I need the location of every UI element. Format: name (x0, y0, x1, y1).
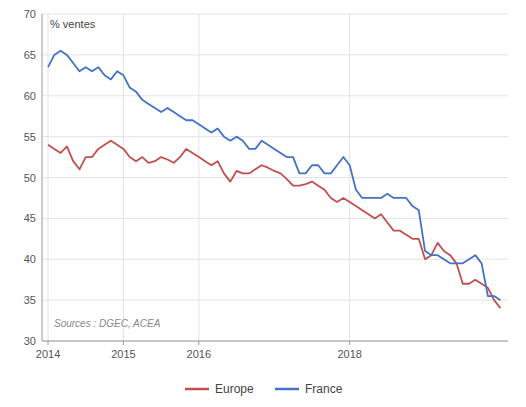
legend-label: Europe (215, 382, 254, 396)
x-axis-line (42, 341, 508, 342)
y-tick-label: 50 (24, 172, 36, 184)
y-tick-label: 55 (24, 131, 36, 143)
y-axis-line (42, 14, 43, 341)
y-tick-label: 70 (24, 8, 36, 20)
x-tick-label: 2015 (111, 348, 135, 360)
y-grid-line (42, 177, 508, 178)
y-grid-line (42, 300, 508, 301)
y-tick-label: 45 (24, 212, 36, 224)
grid (42, 14, 508, 341)
x-tick (198, 341, 199, 345)
y-grid-line (42, 259, 508, 260)
legend-label: France (305, 382, 343, 396)
legend-swatch (185, 388, 209, 391)
x-tick-label: 2016 (187, 348, 211, 360)
x-grid-line (198, 14, 199, 341)
chart: 30 35 40 45 50 55 60 65 70 2014 2015 2016 2018 % vent… (0, 0, 526, 407)
y-axis-label: % ventes (50, 18, 96, 30)
y-grid-line (42, 341, 508, 342)
y-grid-line (42, 54, 508, 55)
y-tick-label: 35 (24, 294, 36, 306)
series-group (48, 51, 500, 309)
axes: 30 35 40 45 50 55 60 65 70 2014 2015 2016 2018 (24, 8, 508, 360)
y-tick-label: 65 (24, 49, 36, 61)
x-tick (123, 341, 124, 345)
y-grid-line (42, 218, 508, 219)
legend-swatch (275, 388, 299, 391)
x-grid-line (123, 14, 124, 341)
y-tick-label: 30 (24, 335, 36, 347)
annotation: Sources : DGEC, ACEA (54, 318, 161, 329)
x-tick (349, 341, 350, 345)
x-tick (48, 341, 49, 345)
x-grid-line (349, 14, 350, 341)
legend: Europe France (185, 382, 343, 396)
series-line (48, 141, 500, 309)
y-grid-line (42, 95, 508, 96)
x-grid-line (48, 14, 49, 341)
x-tick-label: 2014 (36, 348, 60, 360)
x-tick-label: 2018 (337, 348, 361, 360)
series-line (48, 51, 500, 300)
y-grid-line (42, 136, 508, 137)
y-tick-label: 60 (24, 90, 36, 102)
y-tick-label: 40 (24, 253, 36, 265)
y-grid-line (42, 14, 508, 15)
